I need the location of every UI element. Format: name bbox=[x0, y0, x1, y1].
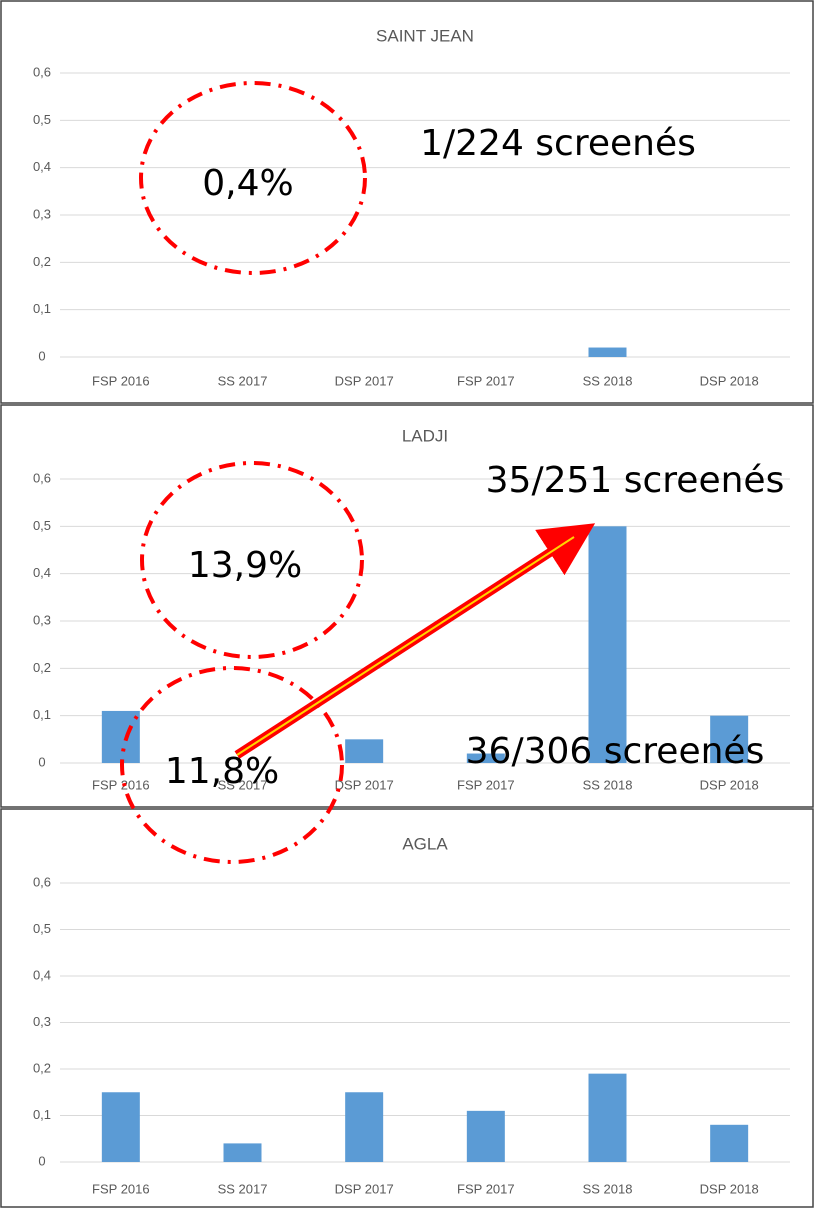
bar bbox=[223, 1143, 262, 1162]
y-tick-label: 0 bbox=[38, 754, 45, 769]
x-tick-label: SS 2018 bbox=[583, 373, 633, 388]
annotation-circle bbox=[139, 81, 367, 275]
bar bbox=[588, 526, 627, 763]
x-tick-label: DSP 2018 bbox=[700, 373, 759, 388]
x-tick-label: SS 2018 bbox=[583, 777, 633, 792]
chart-title: LADJI bbox=[402, 426, 448, 445]
annotation-percent: 0,4% bbox=[202, 163, 293, 204]
x-tick-label: DSP 2018 bbox=[700, 1181, 759, 1196]
panel bbox=[0, 404, 814, 808]
y-tick-label: 0 bbox=[38, 1153, 45, 1168]
y-tick-label: 0,4 bbox=[33, 159, 51, 174]
annotation-circle bbox=[140, 461, 364, 659]
y-tick-label: 0,6 bbox=[33, 64, 51, 79]
annotation-screened: 1/224 screenés bbox=[420, 123, 696, 164]
bar bbox=[466, 753, 505, 763]
y-tick-label: 0,1 bbox=[33, 301, 51, 316]
y-tick-label: 0,2 bbox=[33, 660, 51, 675]
annotation-screened: 36/306 screenés bbox=[466, 731, 765, 772]
bar bbox=[345, 739, 384, 763]
annotation-percent: 13,9% bbox=[188, 545, 302, 586]
x-tick-label: SS 2018 bbox=[583, 1181, 633, 1196]
x-tick-label: SS 2017 bbox=[218, 1181, 268, 1196]
annotation-percent: 11,8% bbox=[165, 751, 279, 792]
annotation-arrow-core bbox=[236, 536, 575, 756]
x-tick-label: FSP 2017 bbox=[457, 373, 515, 388]
bar bbox=[588, 347, 627, 357]
bar bbox=[101, 710, 140, 763]
y-tick-label: 0,5 bbox=[33, 921, 51, 936]
y-tick-label: 0,6 bbox=[33, 470, 51, 485]
y-tick-label: 0,3 bbox=[33, 1014, 51, 1029]
bar bbox=[345, 1092, 384, 1162]
y-tick-label: 0,5 bbox=[33, 518, 51, 533]
x-tick-label: FSP 2016 bbox=[92, 373, 150, 388]
x-tick-label: DSP 2018 bbox=[700, 777, 759, 792]
y-tick-label: 0,1 bbox=[33, 1107, 51, 1122]
bar bbox=[466, 1110, 505, 1162]
y-tick-label: 0,3 bbox=[33, 612, 51, 627]
x-tick-label: DSP 2017 bbox=[335, 1181, 394, 1196]
annotation-screened: 35/251 screenés bbox=[486, 460, 785, 501]
x-tick-label: SS 2017 bbox=[218, 373, 268, 388]
chart-title: AGLA bbox=[402, 834, 448, 853]
panel bbox=[0, 0, 814, 404]
y-tick-label: 0,2 bbox=[33, 254, 51, 269]
y-tick-label: 0,5 bbox=[33, 112, 51, 127]
chart-title: SAINT JEAN bbox=[376, 26, 474, 45]
bar bbox=[101, 1092, 140, 1162]
x-tick-label: FSP 2017 bbox=[457, 777, 515, 792]
y-tick-label: 0,4 bbox=[33, 565, 51, 580]
x-tick-label: FSP 2017 bbox=[457, 1181, 515, 1196]
bar bbox=[710, 1124, 749, 1162]
x-tick-label: FSP 2016 bbox=[92, 1181, 150, 1196]
y-tick-label: 0,2 bbox=[33, 1060, 51, 1075]
y-tick-label: 0 bbox=[38, 348, 45, 363]
x-tick-label: SS 2017 bbox=[218, 777, 268, 792]
y-tick-label: 0,3 bbox=[33, 206, 51, 221]
y-tick-label: 0,1 bbox=[33, 707, 51, 722]
x-tick-label: FSP 2016 bbox=[92, 777, 150, 792]
bar bbox=[710, 715, 749, 763]
y-tick-label: 0,6 bbox=[33, 874, 51, 889]
panel bbox=[0, 808, 814, 1208]
annotation-circle bbox=[120, 666, 344, 864]
y-tick-label: 0,4 bbox=[33, 967, 51, 982]
x-tick-label: DSP 2017 bbox=[335, 373, 394, 388]
bar bbox=[588, 1073, 627, 1162]
x-tick-label: DSP 2017 bbox=[335, 777, 394, 792]
